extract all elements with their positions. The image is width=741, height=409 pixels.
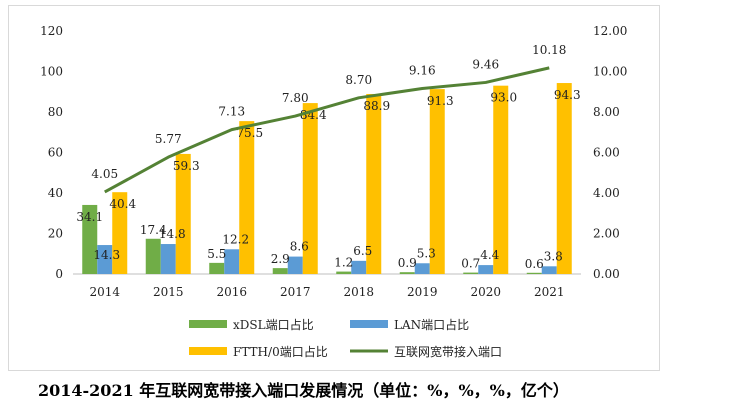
bar	[82, 204, 98, 274]
chart-frame: 0 20 40 60 80 100 120 0.00 2.00 4.00 6.00 8.00 10.00…	[8, 5, 660, 371]
bar-value-label: 40.4	[109, 197, 136, 211]
bar-value-label: 75.5	[236, 126, 263, 140]
bar	[302, 103, 318, 274]
bar-value-label: 2.9	[271, 252, 290, 266]
y-left-tick-label: 120	[40, 24, 63, 38]
bar	[97, 245, 113, 274]
y-right-tick-label: 6.00	[593, 146, 620, 160]
bar	[351, 260, 367, 274]
bar-value-label: 3.8	[544, 249, 563, 263]
bar	[478, 265, 494, 274]
bar	[209, 262, 225, 274]
y-right-tick-label: 4.00	[593, 186, 620, 200]
x-tick-label: 2015	[153, 285, 184, 299]
bar	[493, 85, 509, 274]
line-value-label: 5.77	[155, 132, 182, 146]
bar	[366, 93, 382, 274]
bar	[463, 272, 479, 274]
bar-value-label: 59.3	[173, 159, 200, 173]
x-tick-label: 2016	[216, 285, 247, 299]
line-value-label: 9.46	[472, 57, 499, 71]
legend-label: 互联网宽带接入端口	[394, 344, 502, 359]
legend-label: xDSL端口占比	[233, 317, 314, 332]
bar-value-label: 34.1	[76, 210, 103, 224]
bar-value-label: 14.8	[159, 227, 186, 241]
y-left-tick-label: 100	[40, 65, 63, 79]
bar-value-label: 8.6	[290, 240, 309, 254]
bar-value-label: 88.9	[363, 99, 390, 113]
bar	[112, 192, 128, 274]
bar	[526, 272, 542, 274]
bar-value-label: 6.5	[353, 244, 372, 258]
x-tick-label: 2017	[280, 285, 311, 299]
x-tick-label: 2020	[470, 285, 501, 299]
bar	[336, 271, 352, 274]
bar	[239, 121, 255, 274]
bar-value-label: 5.3	[417, 246, 436, 260]
bar	[399, 272, 415, 274]
bar	[272, 268, 288, 274]
line-value-label: 7.80	[282, 91, 309, 105]
y-right-tick-label: 10.00	[593, 65, 627, 79]
bar-value-label: 0.6	[525, 257, 544, 271]
x-tick-label: 2014	[89, 285, 120, 299]
y-right-tick-label: 2.00	[593, 227, 620, 241]
bar-value-label: 5.5	[207, 247, 226, 261]
legend-label: LAN端口占比	[394, 317, 469, 332]
y-right-tick-label: 8.00	[593, 105, 620, 119]
bar	[287, 256, 303, 274]
bar	[541, 266, 557, 274]
bar-value-label: 12.2	[222, 232, 249, 246]
y-left-tick-label: 60	[48, 146, 63, 160]
y-left-tick-label: 40	[48, 186, 63, 200]
bar-value-label: 14.3	[93, 248, 120, 262]
line-value-label: 10.18	[532, 43, 566, 57]
chart-svg: 0 20 40 60 80 100 120 0.00 2.00 4.00 6.00 8.00 10.00…	[40, 24, 627, 359]
bar-value-label: 0.9	[398, 256, 417, 270]
bar-value-label: 93.0	[490, 91, 517, 105]
y-left-tick-label: 20	[48, 227, 63, 241]
bar-value-label: 4.4	[480, 248, 499, 262]
legend-label: FTTH/0端口占比	[233, 344, 328, 359]
x-tick-label: 2019	[407, 285, 438, 299]
x-tick-label: 2018	[343, 285, 374, 299]
line-value-label: 4.05	[91, 167, 118, 181]
bar	[175, 153, 191, 274]
line-value-label: 7.13	[218, 105, 245, 119]
bar	[414, 263, 430, 274]
bar	[224, 249, 240, 274]
line-series	[104, 66, 550, 194]
legend-swatch	[189, 347, 227, 355]
legend-swatch	[189, 320, 227, 328]
y-right-tick-label: 0.00	[593, 267, 620, 281]
line-value-label: 8.70	[345, 73, 372, 87]
y-left-tick-label: 80	[48, 105, 63, 119]
bar	[429, 89, 445, 275]
chart-caption: 2014-2021 年互联网宽带接入端口发展情况（单位：%，%，%，亿个）	[38, 381, 569, 400]
bar-value-label: 94.3	[554, 88, 581, 102]
bar-value-label: 1.2	[334, 256, 353, 270]
bar-value-label: 17.4	[140, 223, 167, 237]
bar	[556, 83, 572, 274]
line-value-label: 9.16	[409, 64, 436, 78]
y-right-tick-label: 12.00	[593, 24, 627, 38]
legend-swatch	[350, 320, 388, 328]
bar	[160, 244, 176, 274]
bar	[145, 238, 161, 274]
bar-value-label: 0.7	[461, 257, 480, 271]
x-tick-label: 2021	[534, 285, 565, 299]
bar-value-label: 91.3	[427, 94, 454, 108]
y-left-tick-label: 0	[55, 267, 63, 281]
